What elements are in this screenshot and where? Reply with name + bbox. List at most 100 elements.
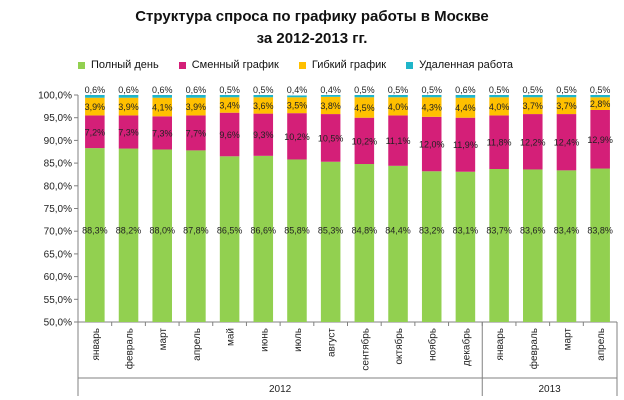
chart-legend: Полный день Сменный график Гибкий график…: [78, 57, 513, 73]
data-label-flexible: 3,6%: [253, 101, 274, 111]
data-label-flexible: 2,8%: [590, 99, 611, 109]
data-label-flexible: 4,4%: [455, 103, 476, 113]
bar-segment-flexible: [219, 97, 240, 113]
y-tick-label: 65,0%: [44, 249, 72, 260]
bar-segment-full-day: [590, 168, 610, 322]
legend-label-remote: Удаленная работа: [419, 59, 514, 71]
data-label-flexible: 3,7%: [523, 101, 544, 111]
data-label-full-day: 88,0%: [149, 225, 175, 235]
bar-segment-shift: [590, 109, 610, 169]
bar-segment-shift: [556, 114, 577, 171]
bar-segment-shift: [320, 114, 341, 162]
data-label-full-day: 84,8%: [352, 225, 378, 235]
bar-segment-shift: [523, 114, 543, 170]
bar-segment-flexible: [85, 97, 105, 116]
bar-segment-full-day: [523, 169, 543, 322]
data-label-shift: 7,7%: [186, 128, 207, 138]
bar-segment-full-day: [421, 171, 442, 322]
bar-segment-remote: [118, 95, 139, 98]
x-tick-label: январь: [91, 328, 102, 360]
data-label-remote: 0,5%: [556, 85, 577, 95]
y-tick-label: 60,0%: [44, 272, 72, 283]
bar-segment-shift: [421, 116, 442, 172]
legend-swatch-shift: [178, 61, 186, 69]
x-tick-label: январь: [495, 328, 506, 360]
data-label-flexible: 3,4%: [219, 100, 240, 110]
x-tick-label: август: [327, 328, 338, 357]
y-tick-label: 95,0%: [44, 113, 72, 124]
bar-segment-full-day: [354, 164, 375, 322]
data-label-shift: 11,8%: [487, 138, 512, 148]
bar-segment-flexible: [186, 97, 206, 116]
y-tick-label: 90,0%: [44, 136, 72, 147]
data-label-remote: 0,4%: [287, 85, 308, 95]
bar-segment-full-day: [118, 148, 139, 322]
data-label-full-day: 85,8%: [284, 225, 310, 235]
data-label-shift: 10,2%: [352, 136, 378, 146]
x-tick-label: октябрь: [393, 328, 405, 365]
data-label-shift: 12,0%: [419, 140, 445, 150]
data-label-full-day: 87,8%: [183, 225, 209, 235]
bar-segment-full-day: [186, 150, 206, 322]
data-label-remote: 0,6%: [186, 85, 207, 95]
bar-segment-shift: [186, 115, 206, 151]
bar-segment-remote: [421, 95, 442, 98]
data-label-shift: 10,5%: [318, 133, 344, 143]
bar-segment-flexible: [489, 97, 509, 116]
bar-segment-flexible: [354, 97, 375, 118]
data-label-remote: 0,6%: [455, 85, 476, 95]
data-label-full-day: 83,1%: [453, 225, 479, 235]
bar-segment-flexible: [421, 97, 442, 117]
x-tick-label: апрель: [192, 328, 203, 361]
bar-segment-shift: [287, 113, 307, 160]
bar-segment-remote: [523, 95, 543, 98]
legend-item-shift: Сменный график: [178, 59, 279, 71]
data-label-remote: 0,5%: [219, 85, 240, 95]
data-label-shift: 9,3%: [253, 130, 274, 140]
x-tick-label: февраль: [528, 328, 540, 369]
data-label-full-day: 88,2%: [116, 225, 142, 235]
bar-segment-shift: [85, 115, 105, 149]
bar-segment-shift: [489, 115, 509, 170]
legend-item-remote: Удаленная работа: [406, 59, 513, 71]
bar-segment-flexible: [556, 97, 577, 115]
bar-segment-remote: [320, 95, 341, 97]
data-label-remote: 0,5%: [388, 85, 409, 95]
data-label-shift: 12,2%: [520, 137, 546, 147]
data-label-shift: 10,2%: [284, 132, 310, 142]
chart-title-line2: за 2012-2013 гг.: [256, 30, 368, 47]
x-tick-label: март: [562, 328, 573, 351]
data-label-flexible: 4,0%: [388, 102, 409, 112]
legend-label-shift: Сменный график: [191, 59, 279, 71]
bar-segment-shift: [253, 113, 274, 156]
y-tick-label: 70,0%: [44, 227, 72, 238]
chart-title-line1: Структура спроса по графику работы в Мос…: [135, 8, 489, 25]
x-tick-label: сентябрь: [359, 328, 371, 371]
x-tick-label: апрель: [596, 328, 607, 361]
data-label-flexible: 3,9%: [118, 102, 139, 112]
y-tick-label: 100,0%: [38, 91, 72, 102]
data-label-remote: 0,5%: [523, 85, 544, 95]
bar-segment-full-day: [320, 161, 341, 322]
data-label-flexible: 4,5%: [354, 103, 375, 113]
bar-segment-shift: [354, 117, 375, 165]
data-label-remote: 0,4%: [320, 85, 341, 95]
data-label-shift: 7,3%: [152, 128, 173, 138]
x-tick-label: ноябрь: [427, 328, 439, 361]
bar-segment-full-day: [152, 149, 172, 322]
data-label-full-day: 85,3%: [318, 225, 344, 235]
bar-segment-full-day: [388, 165, 408, 322]
bar-segment-remote: [152, 95, 172, 98]
bar-segment-shift: [152, 116, 172, 150]
y-tick-label: 55,0%: [44, 295, 72, 306]
data-label-flexible: 3,9%: [85, 102, 106, 112]
bar-segment-flexible: [253, 97, 274, 114]
bar-segment-shift: [118, 115, 139, 149]
bar-segment-flexible: [152, 97, 172, 117]
bar-segment-remote: [388, 95, 408, 98]
bar-segment-shift: [455, 117, 476, 172]
bar-segment-remote: [186, 95, 206, 98]
data-label-full-day: 83,6%: [520, 225, 546, 235]
bar-segment-remote: [85, 95, 105, 98]
